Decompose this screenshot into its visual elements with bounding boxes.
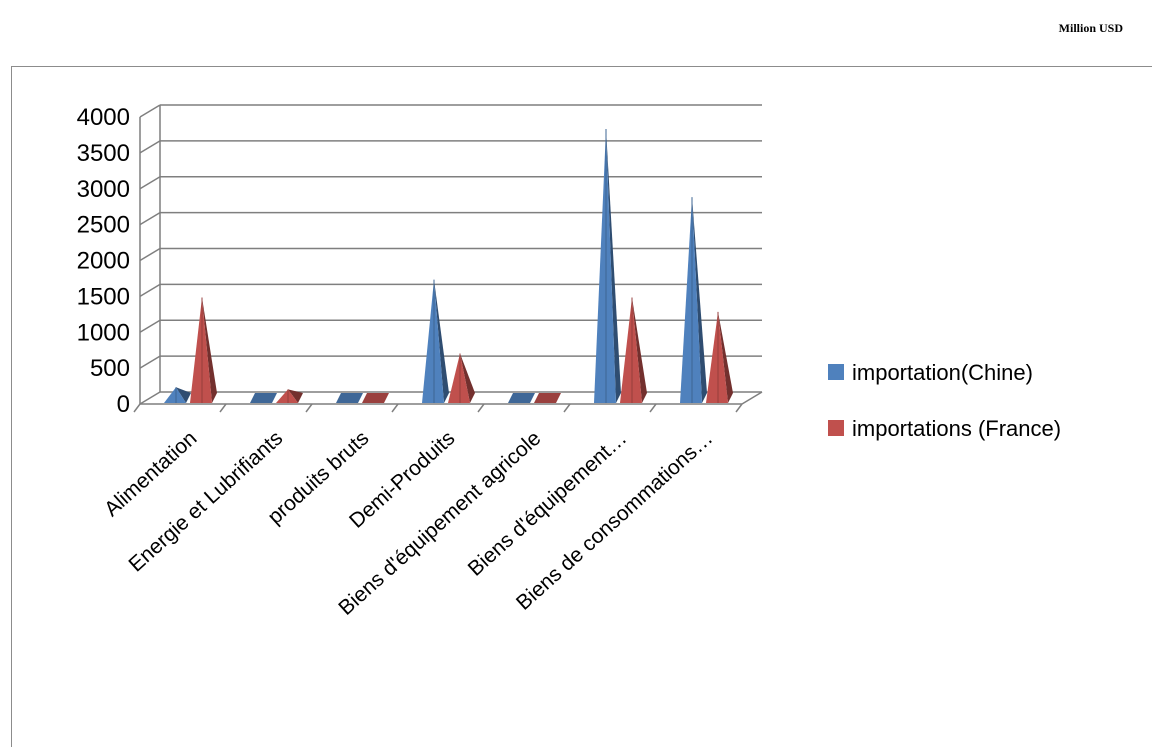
x-category-label: Energie et Lubrifiants xyxy=(124,427,287,577)
chart: 0 500 1000 1500 2000 2500 3000 3500 4000 Aliment… xyxy=(77,104,1061,620)
x-tick-mark xyxy=(305,403,313,413)
gridline-depth xyxy=(139,176,161,190)
pyramid-bar-side xyxy=(632,297,647,403)
pyramid-bar-side xyxy=(692,197,707,403)
y-tick-label: 1000 xyxy=(77,319,130,346)
gridline-depth xyxy=(139,211,161,226)
gridline-depth xyxy=(139,140,161,154)
gridline-depth xyxy=(139,355,161,369)
legend-label: importation(Chine) xyxy=(852,360,1033,385)
gridline-depth xyxy=(139,104,161,118)
pyramid-bar xyxy=(594,128,616,403)
pyramid-bar xyxy=(706,311,728,403)
x-tick-mark xyxy=(219,403,227,413)
y-tick-label: 1500 xyxy=(77,283,130,310)
x-tick-mark xyxy=(563,403,571,413)
y-axis-ticks: 0 500 1000 1500 2000 2500 3000 3500 4000 xyxy=(77,104,130,418)
pyramid-bar xyxy=(534,393,561,403)
y-tick-label: 500 xyxy=(90,355,130,382)
y-tick-label: 4000 xyxy=(77,104,130,131)
pyramid-bar-side xyxy=(288,389,303,403)
floor-edge xyxy=(741,391,763,405)
y-tick-label: 2500 xyxy=(77,212,130,239)
pyramid-bar xyxy=(680,197,702,403)
pyramid-bar-side xyxy=(718,311,733,403)
axes xyxy=(133,105,763,413)
pyramid-bar-side xyxy=(202,297,217,403)
x-tick-mark xyxy=(649,403,657,413)
x-tick-mark xyxy=(477,403,485,413)
x-tick-mark xyxy=(735,403,743,413)
unit-label: Million USD xyxy=(1058,21,1123,35)
legend: importation(Chine) importations (France) xyxy=(828,360,1061,441)
pyramid-bar xyxy=(508,393,535,403)
x-category-label: Biens d'équipement… xyxy=(464,427,632,581)
x-tick-mark xyxy=(391,403,399,413)
y-tick-label: 2000 xyxy=(77,248,130,275)
pyramid-bar xyxy=(276,389,298,403)
pyramid-bar-side xyxy=(460,353,475,403)
pyramid-bar xyxy=(448,353,470,403)
legend-label: importations (France) xyxy=(852,416,1061,441)
pyramid-bar xyxy=(250,393,277,403)
pyramid-bar-side xyxy=(176,387,191,403)
gridline-depth xyxy=(139,319,161,333)
pyramid-bar xyxy=(336,393,363,403)
pyramid-bar xyxy=(422,279,444,403)
gridline-depth xyxy=(139,391,161,405)
y-tick-label: 3500 xyxy=(77,140,130,167)
pyramid-bar-side xyxy=(434,279,449,403)
bars xyxy=(164,128,733,403)
pyramid-bar xyxy=(620,297,642,403)
gridline-depth xyxy=(139,283,161,298)
legend-swatch xyxy=(828,420,844,436)
x-tick-mark xyxy=(133,403,141,413)
gridlines xyxy=(139,104,762,405)
y-tick-label: 3000 xyxy=(77,176,130,203)
chart-frame xyxy=(11,66,1152,747)
gridline-depth xyxy=(139,247,161,262)
legend-swatch xyxy=(828,364,844,380)
pyramid-bar xyxy=(362,393,389,403)
pyramid-bar-side xyxy=(606,128,621,403)
pyramid-bar xyxy=(190,297,212,403)
y-tick-label: 0 xyxy=(117,391,130,418)
pyramid-bar xyxy=(164,387,186,403)
